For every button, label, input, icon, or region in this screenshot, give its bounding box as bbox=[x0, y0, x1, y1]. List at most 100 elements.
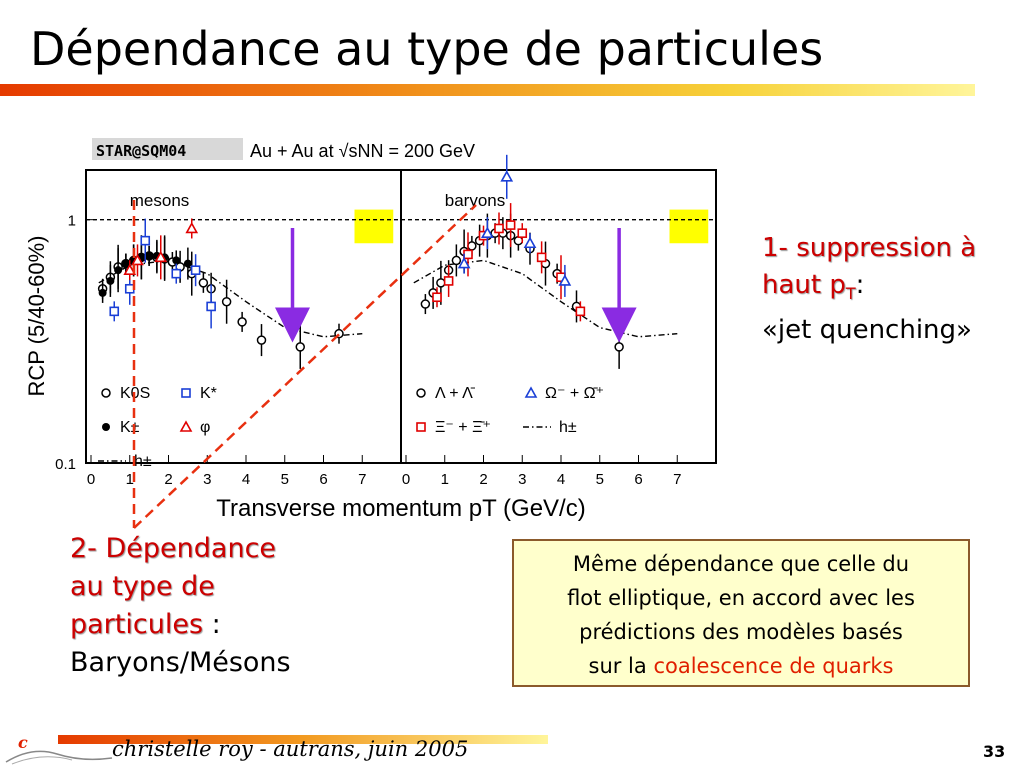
data-point bbox=[420, 299, 431, 309]
data-point bbox=[432, 292, 442, 303]
guide-line-diagonal bbox=[133, 204, 477, 529]
conclusion-box: Même dépendance que celle du flot ellipt… bbox=[512, 539, 970, 687]
data-point bbox=[98, 288, 107, 297]
data-point bbox=[558, 274, 572, 286]
data-point bbox=[109, 306, 120, 317]
y-axis-label: RCP (5/40-60%) bbox=[24, 236, 49, 397]
legend-marker bbox=[179, 420, 193, 432]
legend-label: Ω⁻ + Ω̄⁺ bbox=[545, 385, 604, 402]
data-point bbox=[467, 241, 477, 251]
x-tick-label: 1 bbox=[126, 471, 134, 488]
x-tick-label: 1 bbox=[441, 471, 449, 488]
panel-frame-baryons bbox=[400, 169, 717, 464]
data-point bbox=[505, 220, 516, 230]
panel-label-baryons: baryons bbox=[445, 191, 505, 210]
footer-bar bbox=[58, 735, 548, 744]
legend-label: Ξ⁻ + Ξ̄⁺ bbox=[435, 419, 491, 436]
data-point bbox=[536, 252, 547, 263]
x-tick-label: 4 bbox=[242, 471, 250, 488]
data-point bbox=[154, 250, 168, 263]
data-point bbox=[256, 335, 267, 345]
data-point bbox=[183, 259, 192, 268]
note-particle-colon: : bbox=[203, 609, 221, 640]
note-suppression-pt: haut p bbox=[762, 270, 846, 300]
data-point bbox=[198, 278, 209, 288]
x-tick-label: 0 bbox=[87, 471, 95, 488]
x-tick-label: 7 bbox=[673, 471, 681, 488]
note-particle-line3: particules : bbox=[70, 606, 291, 644]
box-line1: Même dépendance que celle du bbox=[572, 552, 910, 576]
legend-label: Λ + Λ̄ bbox=[435, 385, 476, 402]
x-axis-label: Transverse momentum pT (GeV/c) bbox=[216, 495, 585, 522]
data-point bbox=[517, 228, 528, 238]
data-point bbox=[171, 268, 182, 279]
data-point bbox=[140, 235, 151, 246]
footer-text: christelle roy - autrans, juin 2005 bbox=[112, 737, 469, 761]
x-tick-label: 5 bbox=[596, 471, 604, 488]
data-point bbox=[114, 266, 123, 275]
data-point bbox=[131, 253, 144, 266]
note-particle-particules: particules bbox=[70, 609, 204, 640]
data-point bbox=[185, 221, 199, 234]
note-suppression-line1: 1- suppression à bbox=[762, 233, 977, 263]
note-suppression-pt-sub: T bbox=[845, 284, 856, 304]
data-point bbox=[500, 170, 514, 182]
note-suppression-colon: : bbox=[855, 270, 865, 300]
box-line4: sur la coalescence de quarks bbox=[522, 649, 960, 683]
header-text: Au + Au at √sNN = 200 GeV bbox=[250, 141, 475, 161]
note-particle-line2: au type de bbox=[70, 571, 215, 602]
legend-label: K± bbox=[120, 419, 140, 436]
box-coalescence: coalescence de quarks bbox=[653, 654, 894, 678]
note-particle-type: 2- Dépendance au type de particules : Ba… bbox=[70, 530, 291, 682]
data-point bbox=[172, 256, 181, 265]
data-point bbox=[614, 342, 624, 352]
data-point bbox=[221, 296, 232, 307]
data-point bbox=[237, 317, 247, 327]
header-tag: STAR@SQM04 bbox=[96, 142, 186, 160]
box-line3: prédictions des modèles basés bbox=[579, 620, 903, 644]
legend-label: φ bbox=[200, 419, 210, 436]
data-point bbox=[295, 342, 305, 352]
data-point bbox=[494, 223, 504, 234]
normalization-band-baryons bbox=[669, 209, 709, 244]
x-tick-label: 6 bbox=[634, 471, 642, 488]
title-underline-bar bbox=[0, 84, 975, 96]
data-point bbox=[451, 255, 462, 266]
slide-title: Dépendance au type de particules bbox=[30, 22, 824, 76]
page-number: 33 bbox=[983, 742, 1006, 761]
legend-marker bbox=[416, 422, 426, 432]
legend-marker bbox=[524, 386, 538, 398]
y-tick-label: 0.1 bbox=[55, 456, 76, 473]
x-tick-label: 4 bbox=[557, 471, 565, 488]
panel-label-mesons: mesons bbox=[130, 191, 190, 210]
data-point bbox=[106, 276, 115, 285]
data-point bbox=[124, 283, 135, 294]
y-tick-label: 1 bbox=[68, 213, 76, 230]
note-particle-line4: Baryons/Mésons bbox=[70, 647, 291, 678]
x-tick-label: 3 bbox=[518, 471, 526, 488]
legend-label: K* bbox=[200, 385, 217, 402]
x-tick-label: 0 bbox=[402, 471, 410, 488]
x-tick-label: 6 bbox=[319, 471, 327, 488]
legend-label: h± bbox=[134, 453, 152, 470]
legend-marker bbox=[416, 388, 426, 398]
note-particle-line1: 2- Dépendance bbox=[70, 533, 277, 564]
data-point bbox=[463, 249, 473, 260]
note-suppression-line2: haut pT: bbox=[762, 267, 976, 312]
box-line4-prefix: sur la bbox=[588, 654, 654, 678]
note-suppression-line3: «jet quenching» bbox=[762, 315, 972, 346]
series-line-h bbox=[98, 259, 363, 338]
legend-label: h± bbox=[559, 419, 577, 436]
data-point bbox=[121, 259, 130, 268]
data-point bbox=[145, 251, 154, 260]
note-suppression: 1- suppression à haut pT: «jet quenching… bbox=[762, 230, 976, 349]
logo-icon: c bbox=[5, 733, 113, 765]
data-point bbox=[206, 301, 216, 312]
header-tag-bg bbox=[92, 138, 243, 160]
data-point bbox=[523, 236, 537, 249]
legend-marker bbox=[101, 388, 111, 398]
x-tick-label: 7 bbox=[358, 471, 366, 488]
legend-marker bbox=[181, 388, 191, 398]
data-point bbox=[123, 263, 137, 275]
